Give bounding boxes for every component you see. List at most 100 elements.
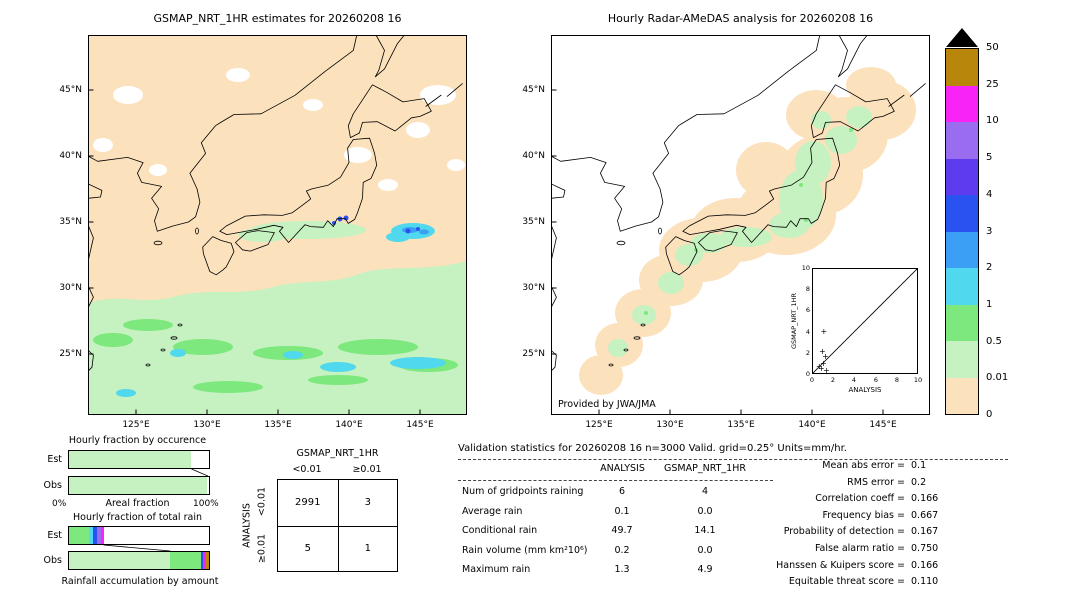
stats-col-header-gsmap: GSMAP_NRT_1HR xyxy=(664,463,746,474)
lon-tick-left-130e: 130°E xyxy=(193,420,221,430)
inset-xtick-2: 2 xyxy=(830,376,836,384)
gsmap-precip-map xyxy=(88,35,467,415)
lon-tick-right-145e: 145°E xyxy=(869,420,897,430)
occurrence-connector-line xyxy=(191,469,209,476)
contingency-col-label-ge: ≥0.01 xyxy=(352,464,382,475)
totalrain-est-label: Est xyxy=(47,530,62,541)
colorbar-segment-2-3 xyxy=(946,231,978,268)
contingency-row-title: ANALYSIS xyxy=(241,503,253,548)
stats-value-gridpoints-analysis: 6 xyxy=(618,486,626,497)
metric-value-mean-abs-error: 0.1 xyxy=(911,460,927,471)
inset-xtick-10: 10 xyxy=(913,376,923,384)
stats-row-label-average: Average rain xyxy=(462,506,523,517)
metric-value-hanssen-kuipers: 0.166 xyxy=(911,560,939,571)
inset-plot-area: + + + + + + + xyxy=(812,268,918,375)
lon-tick-right-130e: 130°E xyxy=(656,420,684,430)
colorbar-label-0: 0 xyxy=(986,409,993,420)
lat-tick-right-30n: 30°N xyxy=(522,283,545,293)
metric-label-mean-abs-error: Mean abs error = xyxy=(822,460,905,471)
precip-moderate-streaks xyxy=(116,223,446,397)
lat-tick-right-25n: 25°N xyxy=(522,349,545,359)
metric-value-correlation: 0.166 xyxy=(911,493,939,504)
inset-ytick-2: 2 xyxy=(805,349,810,357)
stats-value-maximum-analysis: 1.3 xyxy=(614,564,630,575)
stats-row-label-maximum: Maximum rain xyxy=(462,564,531,575)
metric-label-frequency-bias: Frequency bias = xyxy=(822,510,905,521)
contingency-table: 2991 3 5 1 xyxy=(277,479,398,572)
contingency-row-label-ge: ≥0.01 xyxy=(256,533,268,564)
colorbar-overflow-arrow xyxy=(946,28,978,47)
metric-value-equitable-threat: 0.110 xyxy=(911,576,939,587)
stats-value-gridpoints-gsmap: 4 xyxy=(701,486,709,497)
stats-col-header-analysis: ANALYSIS xyxy=(600,463,645,474)
totalrain-est-bar xyxy=(68,526,210,545)
colorbar-label-50: 50 xyxy=(986,42,999,53)
zero-rain-patches xyxy=(93,68,465,191)
lon-tick-left-125e: 125°E xyxy=(122,420,150,430)
inset-xtick-8: 8 xyxy=(894,376,900,384)
inset-xtick-4: 4 xyxy=(851,376,857,384)
lat-tick-right-40n: 40°N xyxy=(522,151,545,161)
colorbar-label-3: 3 xyxy=(986,226,993,237)
stats-divider-top xyxy=(458,459,1008,460)
stats-value-conditional-gsmap: 14.1 xyxy=(694,525,716,536)
lon-tick-right-135e: 135°E xyxy=(727,420,755,430)
metric-label-correlation: Correlation coeff = xyxy=(815,493,905,504)
occurrence-est-bar xyxy=(68,450,210,469)
contingency-cell-false-alarm: 3 xyxy=(337,480,398,526)
colorbar-segment-25-50 xyxy=(946,49,978,86)
colorbar-label-4: 4 xyxy=(986,189,993,200)
lon-tick-left-140e: 140°E xyxy=(335,420,363,430)
contingency-row-label-lt: <0.01 xyxy=(256,486,268,517)
lat-tick-left-35n: 35°N xyxy=(59,217,82,227)
metric-label-equitable-threat: Equitable threat score = xyxy=(788,576,905,587)
colorbar-label-5: 5 xyxy=(986,152,993,163)
metric-label-hanssen-kuipers: Hanssen & Kuipers score = xyxy=(776,560,905,571)
inset-diagonal-line xyxy=(813,269,917,373)
stats-row-label-volume: Rain volume (mm km²10⁶) xyxy=(462,545,588,556)
colorbar-label-1: 1 xyxy=(986,299,993,310)
totalrain-obs-label: Obs xyxy=(43,555,62,566)
stats-divider-columns xyxy=(458,480,773,481)
lat-tick-left-30n: 30°N xyxy=(59,283,82,293)
stats-value-volume-analysis: 0.2 xyxy=(614,545,630,556)
stats-row-label-conditional: Conditional rain xyxy=(462,525,538,536)
colorbar xyxy=(945,48,979,415)
scatter-inset: GSMAP_NRT_1HR 10 8 6 4 2 0 + + + + + + + 0 2 4… xyxy=(787,264,923,403)
totalrain-obs-bar xyxy=(68,551,210,570)
colorbar-label-10: 10 xyxy=(986,115,999,126)
lat-tick-left-45n: 45°N xyxy=(59,85,82,95)
provided-by-credit: Provided by JWA/JMA xyxy=(558,399,656,410)
radar-map-title: Hourly Radar-AMeDAS analysis for 2026020… xyxy=(607,12,874,25)
stats-value-volume-gsmap: 0.0 xyxy=(697,545,713,556)
colorbar-segment-3-4 xyxy=(946,195,978,232)
stats-value-average-analysis: 0.1 xyxy=(614,506,630,517)
stats-value-maximum-gsmap: 4.9 xyxy=(697,564,713,575)
metric-value-far: 0.750 xyxy=(911,543,939,554)
contingency-col-label-lt: <0.01 xyxy=(292,464,322,475)
metric-value-pod: 0.167 xyxy=(911,526,939,537)
gsmap-map-title: GSMAP_NRT_1HR estimates for 20260208 16 xyxy=(153,12,402,25)
colorbar-label-25: 25 xyxy=(986,79,999,90)
colorbar-segment-001-05 xyxy=(946,341,978,378)
contingency-cell-hit: 1 xyxy=(337,525,397,571)
occurrence-axis-0pct: 0% xyxy=(52,499,67,509)
contingency-col-title: GSMAP_NRT_1HR xyxy=(296,448,379,459)
totalrain-connector-line xyxy=(103,545,171,551)
lon-tick-right-140e: 140°E xyxy=(798,420,826,430)
colorbar-segment-1-2 xyxy=(946,268,978,305)
metric-label-rms-error: RMS error = xyxy=(847,477,905,488)
inset-ytick-6: 6 xyxy=(805,306,810,314)
inset-x-axis-label: ANALYSIS xyxy=(848,386,882,394)
lon-tick-left-145e: 145°E xyxy=(406,420,434,430)
inset-ytick-8: 8 xyxy=(805,285,810,293)
lon-tick-left-135e: 135°E xyxy=(264,420,292,430)
stats-value-conditional-analysis: 49.7 xyxy=(611,525,633,536)
stats-header: Validation statistics for 20260208 16 n=… xyxy=(458,443,847,454)
stats-row-label-gridpoints: Num of gridpoints raining xyxy=(462,486,584,497)
inset-ytick-0: 0 xyxy=(805,370,810,378)
metric-label-pod: Probability of detection = xyxy=(783,526,905,537)
colorbar-label-2: 2 xyxy=(986,262,993,273)
occurrence-obs-bar xyxy=(68,476,210,495)
totalrain-chart-title: Hourly fraction of total rain xyxy=(73,512,202,523)
